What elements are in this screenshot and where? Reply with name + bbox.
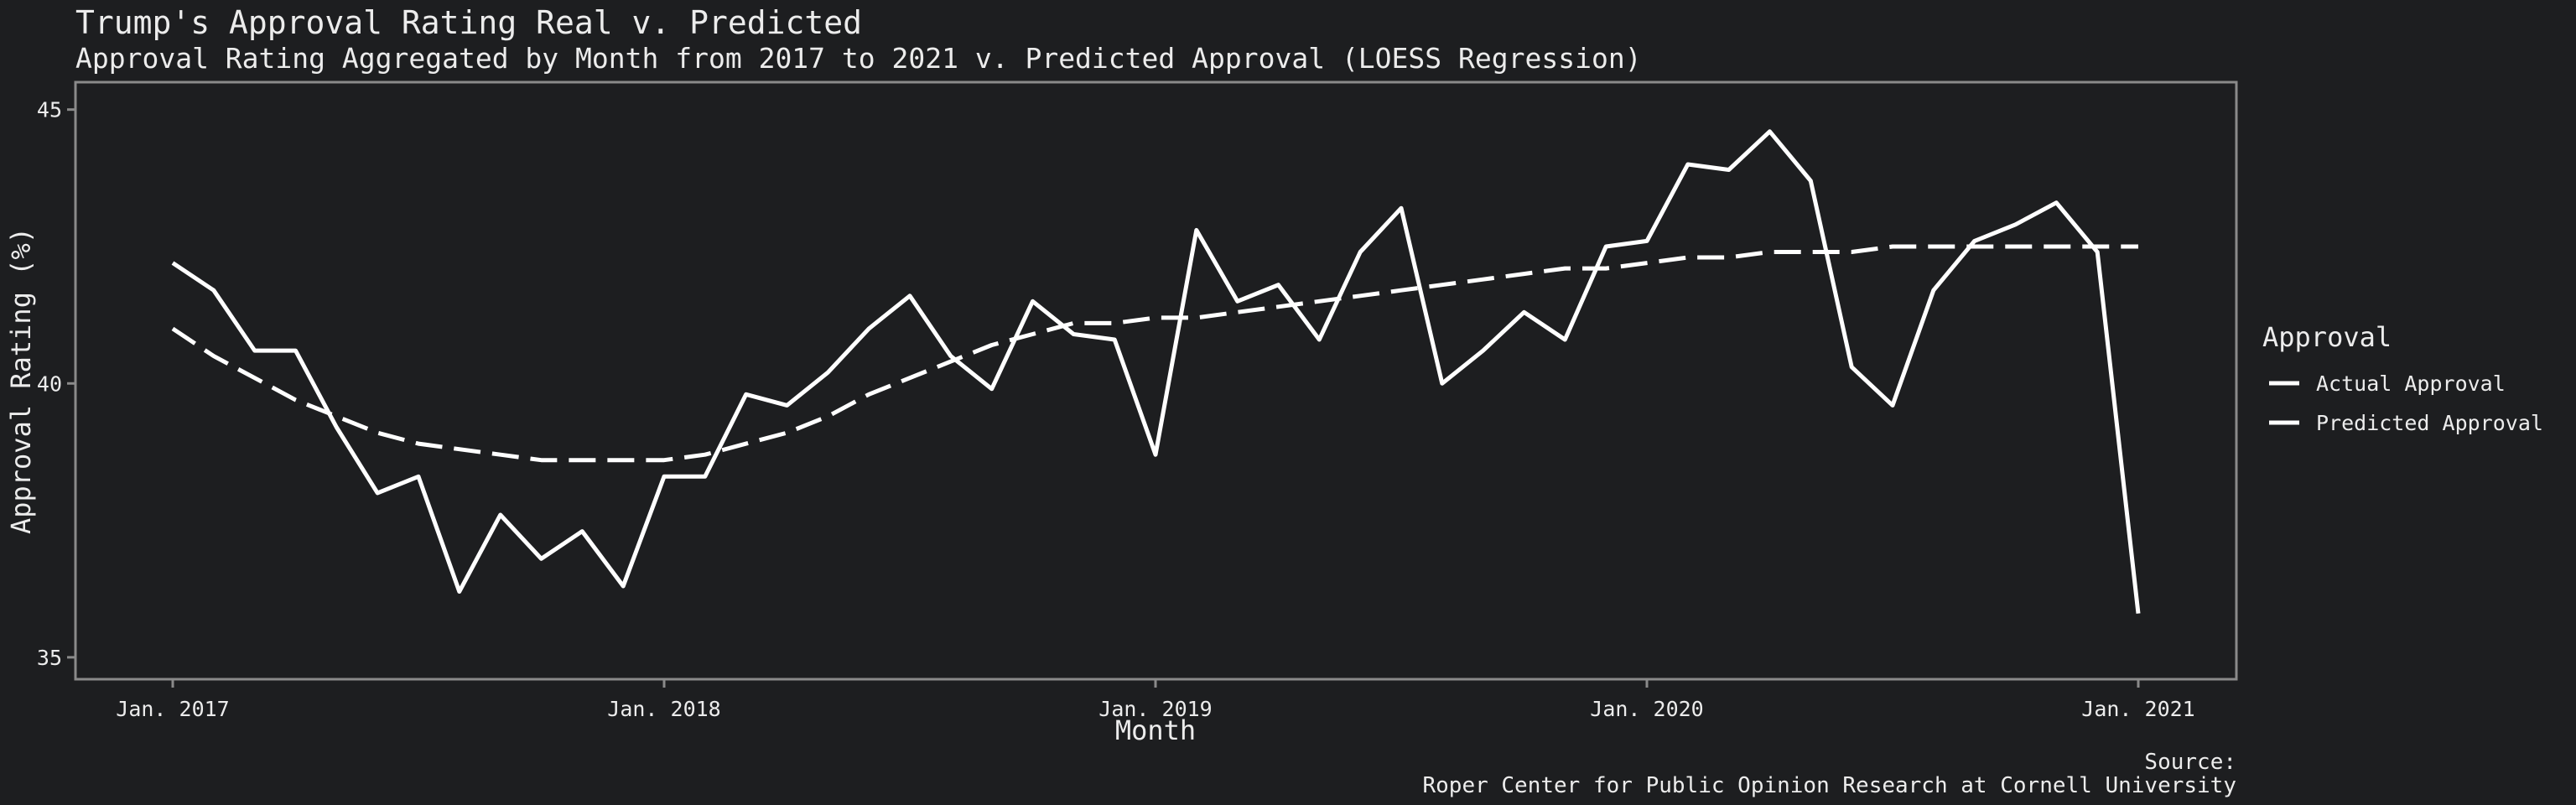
point-predicted-5 bbox=[377, 432, 378, 434]
point-predicted-38 bbox=[1728, 257, 1730, 258]
point-predicted-23 bbox=[1114, 322, 1115, 324]
chart-subtitle: Approval Rating Aggregated by Month from… bbox=[75, 42, 1642, 75]
y-tick-label-1: 40 bbox=[37, 371, 62, 396]
legend-title: Approval bbox=[2262, 321, 2392, 353]
x-axis-title: Month bbox=[1115, 714, 1196, 746]
point-predicted-25 bbox=[1196, 317, 1197, 319]
y-tick-label-2: 45 bbox=[37, 98, 62, 122]
point-predicted-15 bbox=[787, 432, 788, 434]
chart-title: Trump's Approval Rating Real v. Predicte… bbox=[75, 4, 862, 41]
point-predicted-40 bbox=[1810, 252, 1811, 253]
caption-source: Roper Center for Public Opinion Research… bbox=[1422, 773, 2236, 798]
y-axis-title: Approval Rating (%) bbox=[5, 227, 37, 534]
y-tick-label-0: 35 bbox=[37, 646, 62, 670]
y-axis: 35 40 45 bbox=[37, 98, 75, 670]
series-line-predicted-approval bbox=[171, 244, 2138, 463]
point-predicted-4 bbox=[335, 416, 337, 418]
x-tick-label-0: Jan. 2017 bbox=[116, 697, 229, 721]
x-tick-label-3: Jan. 2020 bbox=[1590, 697, 1703, 721]
plot-panel bbox=[74, 80, 2238, 681]
point-predicted-24 bbox=[1155, 317, 1156, 319]
point-predicted-16 bbox=[827, 416, 828, 418]
x-axis: Jan. 2017 Jan. 2018 Jan. 2019 Jan. 2020 Jan.… bbox=[116, 679, 2195, 721]
legend-label-actual: Actual Approval bbox=[2316, 371, 2506, 396]
series-group bbox=[171, 129, 2141, 614]
point-predicted-39 bbox=[1769, 252, 1771, 253]
legend-label-predicted: Predicted Approval bbox=[2316, 411, 2543, 435]
legend: Approval Actual Approval Predicted Appro… bbox=[2262, 321, 2543, 435]
x-tick-label-2: Jan. 2019 bbox=[1098, 697, 1212, 721]
caption-source-label: Source: bbox=[2144, 750, 2236, 775]
x-tick-label-1: Jan. 2018 bbox=[607, 697, 720, 721]
series-line-actual-approval bbox=[171, 129, 2141, 614]
point-predicted-37 bbox=[1687, 257, 1689, 258]
point-predicted-22 bbox=[1072, 322, 1074, 324]
x-tick-label-4: Jan. 2021 bbox=[2081, 697, 2194, 721]
